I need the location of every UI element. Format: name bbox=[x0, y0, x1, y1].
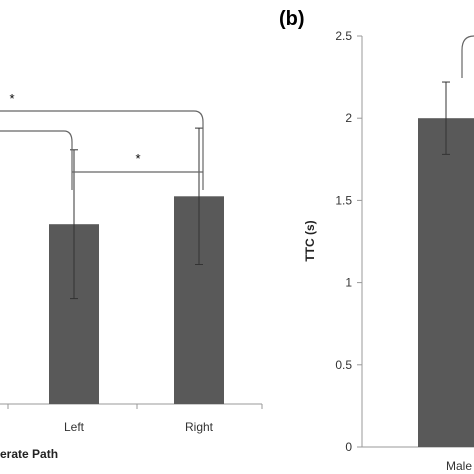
y-tick-label-b-5: 2.5 bbox=[335, 29, 352, 43]
x-tick-label-male: Male bbox=[446, 459, 472, 473]
x-tick-label-right: Right bbox=[185, 420, 214, 434]
error-bar-right bbox=[195, 127, 203, 265]
chart-panel-b: (b) 0 0.5 1 1.5 2 2.5 TTC (s) Male bbox=[279, 8, 474, 473]
y-axis-label-b: TTC (s) bbox=[303, 220, 317, 261]
sig-star-outer: * bbox=[9, 91, 14, 106]
error-bar-male bbox=[442, 81, 450, 155]
y-tick-label-b-4: 2 bbox=[345, 111, 352, 125]
x-tick-label-left: Left bbox=[64, 420, 85, 434]
y-tick-label-b-3: 1.5 bbox=[335, 193, 352, 207]
bar-male bbox=[418, 118, 474, 447]
chart-panel-a: Left Right erate Path * * bbox=[0, 91, 263, 461]
y-tick-label-b-0: 0 bbox=[345, 440, 352, 454]
y-ticks-b: 0 0.5 1 1.5 2 2.5 bbox=[335, 29, 362, 454]
panel-label-b: (b) bbox=[279, 8, 305, 30]
error-bars-a bbox=[70, 127, 203, 300]
bars-b bbox=[418, 118, 474, 447]
error-bars-b bbox=[442, 81, 450, 155]
sig-bracket-outer bbox=[0, 110, 204, 190]
x-axis-label-a: erate Path bbox=[0, 447, 58, 461]
y-tick-label-b-2: 1 bbox=[345, 276, 352, 290]
bars-a bbox=[49, 196, 224, 404]
error-bar-left bbox=[70, 149, 78, 300]
sig-bracket-b bbox=[461, 35, 474, 78]
sig-star-inner: * bbox=[135, 151, 140, 166]
y-tick-label-b-1: 0.5 bbox=[335, 358, 352, 372]
sig-bracket-inner-top bbox=[0, 130, 73, 190]
